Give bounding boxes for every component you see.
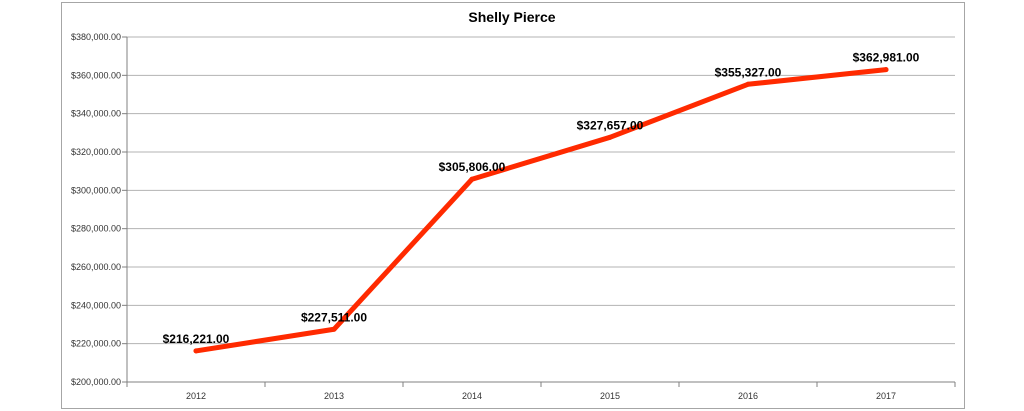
y-tick-label: $280,000.00 xyxy=(71,224,121,234)
y-tick-label: $380,000.00 xyxy=(71,32,121,42)
x-tick-label: 2017 xyxy=(876,391,896,401)
x-tick-label: 2015 xyxy=(600,391,620,401)
data-point xyxy=(745,81,751,87)
data-point xyxy=(469,176,475,182)
y-tick-label: $300,000.00 xyxy=(71,185,121,195)
y-tick-label: $220,000.00 xyxy=(71,339,121,349)
data-point xyxy=(193,348,199,354)
data-point xyxy=(331,326,337,332)
data-point xyxy=(607,134,613,140)
data-label: $305,806.00 xyxy=(439,160,506,174)
data-labels: $216,221.00 $227,511.00 $305,806.00 $327,65… xyxy=(163,51,920,346)
chart-frame xyxy=(61,2,965,409)
y-tick-label: $200,000.00 xyxy=(71,377,121,387)
data-label: $355,327.00 xyxy=(715,65,782,79)
y-tick-label: $260,000.00 xyxy=(71,262,121,272)
series-layer xyxy=(193,67,889,354)
y-axis-ticks: $200,000.00 $220,000.00 $240,000.00 $260,00… xyxy=(71,32,121,387)
data-point xyxy=(883,67,889,73)
x-tick-label: 2012 xyxy=(186,391,206,401)
data-label: $216,221.00 xyxy=(163,332,230,346)
y-tick-label: $320,000.00 xyxy=(71,147,121,157)
x-tick-label: 2016 xyxy=(738,391,758,401)
x-tick-label: 2014 xyxy=(462,391,482,401)
data-label: $227,511.00 xyxy=(301,310,367,324)
chart-title: Shelly Pierce xyxy=(468,9,555,25)
series-line xyxy=(193,67,889,354)
y-tick-label: $360,000.00 xyxy=(71,70,121,80)
y-tick-label: $340,000.00 xyxy=(71,109,121,119)
x-tick-label: 2013 xyxy=(324,391,344,401)
gridlines xyxy=(122,36,955,383)
data-label: $362,981.00 xyxy=(853,51,920,65)
data-label: $327,657.00 xyxy=(577,118,644,132)
x-axis-ticks: 2012 2013 2014 2015 2016 2017 xyxy=(126,382,956,401)
y-tick-label: $240,000.00 xyxy=(71,300,121,310)
